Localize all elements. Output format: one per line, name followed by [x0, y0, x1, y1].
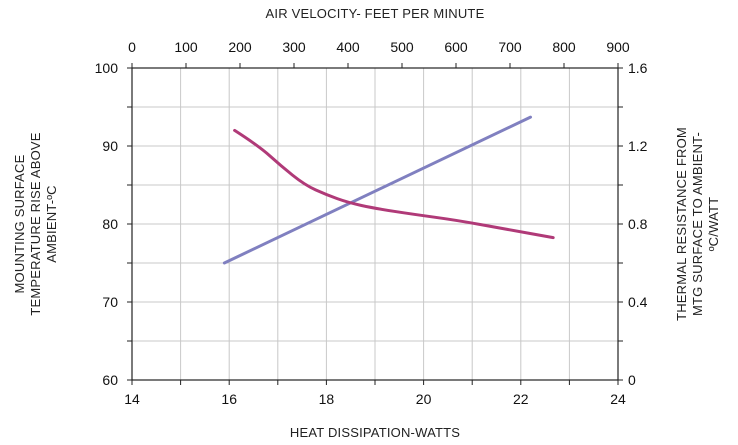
y-left-tick-label: 90: [102, 138, 118, 154]
x-bottom-tick-label: 18: [319, 391, 335, 407]
series-line-2: [233, 128, 555, 240]
x-top-tick-label: 0: [128, 39, 136, 55]
y-right-title-line-3: ºC/WATT: [706, 197, 721, 252]
y-right-tick-label: 0.4: [628, 294, 648, 310]
x-bottom-tick-label: 16: [221, 391, 237, 407]
y-right-tick-label: 0.8: [628, 216, 648, 232]
y-left-axis-title: MOUNTING SURFACE TEMPERATURE RISE ABOVE …: [12, 132, 59, 315]
y-right-tick-label: 0: [628, 372, 636, 388]
y-left-title-line-3: AMBIENT-ºC: [44, 185, 59, 263]
y-left-tick-label: 100: [95, 60, 119, 76]
x-bottom-tick-label: 22: [513, 391, 529, 407]
x-top-tick-label: 100: [174, 39, 198, 55]
y-left-tick-label: 60: [102, 372, 118, 388]
series-line-1: [222, 115, 533, 265]
x-bottom-tick-label: 20: [416, 391, 432, 407]
x-bottom-tick-label: 14: [124, 391, 140, 407]
x-top-tick-label: 200: [228, 39, 252, 55]
x-top-tick-label: 800: [552, 39, 576, 55]
x-top-tick-label: 400: [336, 39, 360, 55]
y-left-tick-label: 70: [102, 294, 118, 310]
grid: [132, 68, 618, 380]
y-right-axis-title: THERMAL RESISTANCE FROM MTG SURFACE TO A…: [674, 127, 721, 321]
y-left-tick-label: 80: [102, 216, 118, 232]
x-top-axis-title: AIR VELOCITY- FEET PER MINUTE: [266, 6, 485, 21]
x-bottom-axis-title: HEAT DISSIPATION-WATTS: [290, 425, 460, 440]
y-right-title-line-1: THERMAL RESISTANCE FROM: [674, 127, 689, 321]
x-top-tick-label: 600: [444, 39, 468, 55]
y-left-title-line-1: MOUNTING SURFACE: [12, 154, 27, 293]
x-top-tick-label: 900: [606, 39, 630, 55]
series-layer: [222, 115, 555, 265]
tick-labels: 14 16 18 20 22 24 60 70 80 90 100 0 0.4 0.8 1.2 1.6 0 100…: [95, 39, 648, 407]
y-right-title-line-2: MTG SURFACE TO AMBIENT-: [690, 132, 705, 316]
x-top-tick-label: 500: [390, 39, 414, 55]
y-right-tick-label: 1.6: [628, 60, 648, 76]
tick-marks: [127, 63, 623, 385]
y-right-tick-label: 1.2: [628, 138, 648, 154]
x-top-tick-label: 300: [282, 39, 306, 55]
y-left-title-line-2: TEMPERATURE RISE ABOVE: [28, 132, 43, 315]
x-bottom-tick-label: 24: [610, 391, 626, 407]
x-top-tick-label: 700: [498, 39, 522, 55]
